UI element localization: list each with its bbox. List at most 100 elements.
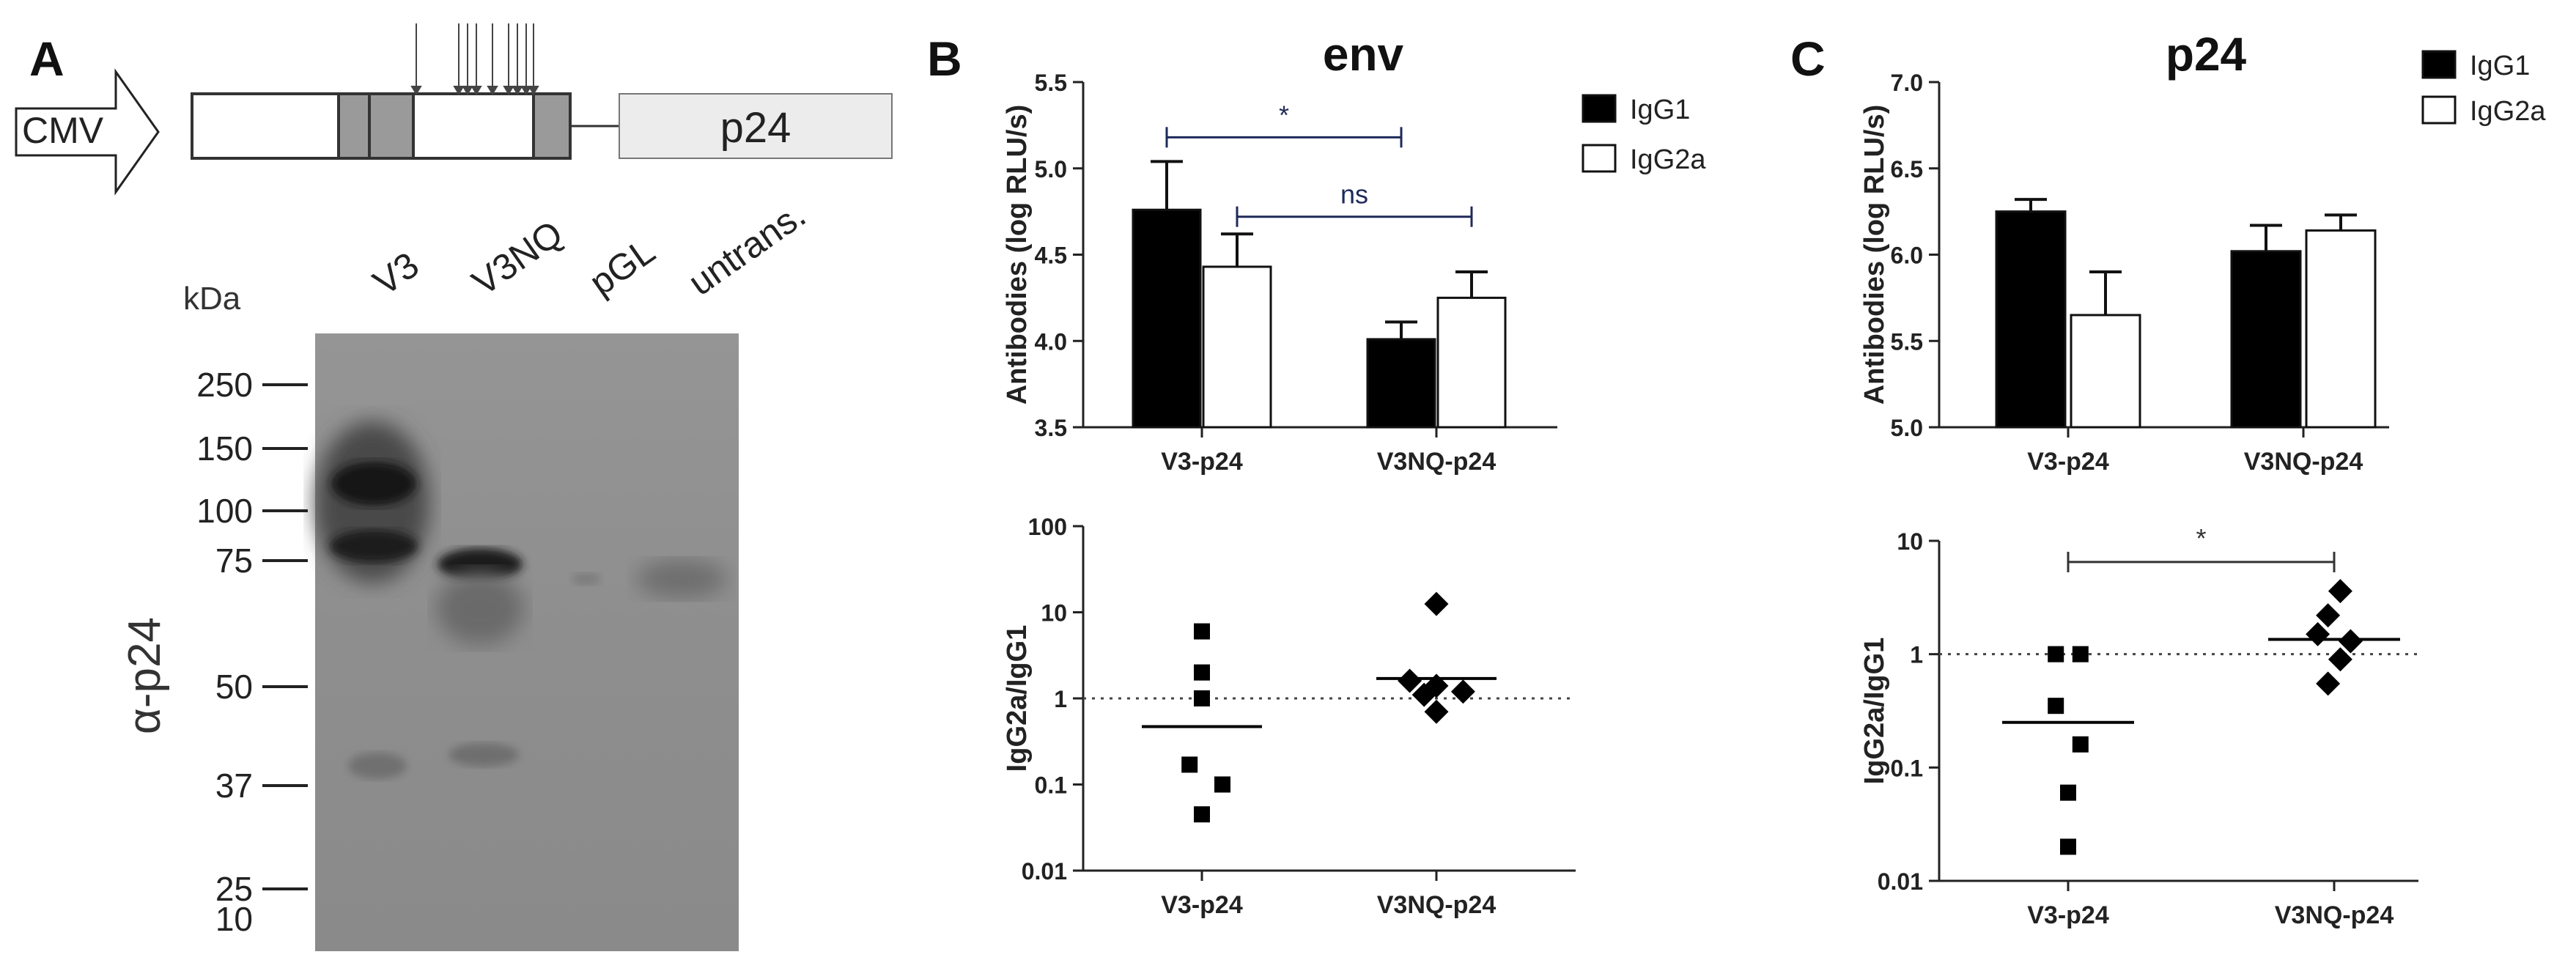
panel-label-a: A (29, 32, 64, 86)
marker-label-250: 250 (196, 366, 253, 404)
marker-label-10: 10 (215, 900, 253, 938)
chart-p24-bars: 5.0 5.5 6.0 6.5 7.0 V3-p24 V3NQ-p24 Antibodies … (1859, 28, 2546, 476)
bar-igg2a (2305, 229, 2377, 429)
y-tick-label: 1 (1910, 642, 1923, 668)
data-points (2002, 579, 2400, 855)
legend-label-igg1: IgG1 (1630, 95, 1690, 125)
y-tick-label: 0.01 (1022, 858, 1067, 885)
band-untrans (636, 560, 727, 598)
promoter-label: CMV (22, 110, 104, 151)
marker-label-37: 37 (215, 767, 253, 805)
x-tick-label: V3NQ-p24 (2275, 901, 2394, 929)
x-tick-label: V3NQ-p24 (1377, 448, 1496, 476)
legend-swatch-igg1 (1582, 94, 1617, 123)
y-tick-label: 10 (1041, 600, 1067, 627)
legend-label-igg2a: IgG2a (2470, 96, 2546, 127)
y-axis-title: IgG2a/IgG1 (1002, 625, 1033, 772)
y-tick-label: 0.1 (1035, 772, 1067, 799)
panel-label-c: C (1790, 32, 1826, 86)
y-axis-title: Antibodies (log RLU/s) (1002, 105, 1033, 405)
band-pgl (572, 573, 601, 585)
significance: * ns (1165, 100, 1473, 227)
point-square (1181, 756, 1198, 773)
point-diamond (1411, 682, 1436, 707)
y-tick-label: 4.0 (1035, 328, 1067, 355)
y-tick-label: 7.0 (1891, 70, 1923, 96)
point-diamond (2316, 671, 2341, 696)
point-square (1194, 664, 1210, 681)
chart-env-bars: 3.5 4.0 4.5 5.0 5.5 V3-p24 V3NQ-p24 Antibodies … (1002, 28, 1706, 476)
significance: * (2067, 523, 2336, 572)
panel-label-b: B (927, 32, 962, 86)
env-domain-2 (368, 92, 415, 160)
band-v3-low (348, 753, 407, 779)
point-diamond (1450, 679, 1475, 704)
marker-label-100: 100 (196, 492, 253, 530)
y-tick-label: 6.0 (1891, 243, 1923, 269)
point-square (2048, 698, 2064, 715)
point-diamond (1424, 699, 1449, 724)
x-tick-label: V3-p24 (1161, 891, 1243, 919)
bars (1995, 198, 2377, 429)
y-tick-label: 6.5 (1891, 156, 1923, 182)
y-tick-label: 0.1 (1891, 755, 1923, 781)
lane-label-untrans: untrans. (681, 194, 813, 304)
x-axis: V3-p24 V3NQ-p24 (1939, 879, 2418, 929)
lane-labels: V3 V3NQ pGL untrans. (366, 194, 813, 304)
point-square (2048, 646, 2064, 662)
point-diamond (2306, 621, 2330, 646)
x-tick-label: V3-p24 (1161, 448, 1243, 476)
chart-title: p24 (2166, 28, 2247, 81)
marker-label-25: 25 (215, 870, 253, 908)
point-square (2060, 784, 2076, 801)
legend: IgG1 IgG2a (1582, 94, 1706, 175)
point-square (1194, 623, 1210, 640)
legend-swatch-igg1 (2421, 50, 2457, 79)
kda-label: kDa (183, 281, 241, 317)
point-diamond (1398, 668, 1422, 693)
point-square (2060, 838, 2076, 855)
mw-markers: 250 150 100 75 50 37 25 10 (196, 366, 308, 938)
band-v3nq-low (449, 743, 519, 767)
point-diamond (1424, 591, 1449, 616)
x-axis: V3-p24 V3NQ-p24 (1083, 869, 1576, 919)
legend: IgG1 IgG2a (2421, 50, 2546, 127)
chart-env-ratio: 0.01 0.1 1 10 100 V3-p24 V3NQ-p24 IgG2a/IgG1 (1002, 514, 1576, 919)
antibody-label: α-p24 (119, 617, 170, 734)
y-axis: 3.5 4.0 4.5 5.0 5.5 (1035, 70, 1085, 441)
point-square (2072, 736, 2089, 753)
y-axis-title: IgG2a/IgG1 (1859, 638, 1890, 785)
data-points (1142, 591, 1496, 823)
y-tick-label: 0.01 (1878, 868, 1923, 895)
point-diamond (2328, 647, 2352, 672)
env-domain-3 (532, 92, 572, 160)
y-axis: 5.0 5.5 6.0 6.5 7.0 (1891, 70, 1941, 441)
env-domain-1 (337, 92, 371, 160)
y-tick-label: 10 (1897, 528, 1923, 555)
bars (1132, 160, 1507, 429)
bar-igg2a (2070, 314, 2141, 429)
marker-label-75: 75 (215, 542, 253, 580)
bar-igg1 (2230, 250, 2302, 429)
y-tick-label: 5.0 (1891, 415, 1923, 441)
lane-label-v3nq: V3NQ (465, 213, 570, 303)
point-diamond (2338, 629, 2363, 654)
y-tick-label: 1 (1054, 686, 1067, 712)
y-tick-label: 100 (1028, 514, 1067, 540)
point-diamond (2328, 579, 2352, 604)
bar-igg1 (1132, 208, 1202, 429)
y-tick-label: 5.5 (1891, 328, 1923, 355)
point-square (2072, 646, 2089, 662)
point-square (1194, 806, 1210, 823)
x-tick-label: V3-p24 (2027, 448, 2109, 476)
x-tick-label: V3NQ-p24 (2244, 448, 2363, 476)
chart-title: env (1323, 28, 1404, 81)
cmv-arrow-icon (15, 68, 160, 196)
blot-bands (315, 421, 727, 779)
bar-igg2a (1202, 265, 1272, 429)
bar-igg1 (1995, 210, 2067, 429)
p24-box-label: p24 (720, 104, 791, 152)
y-tick-label: 5.5 (1035, 70, 1067, 96)
y-tick-label: 3.5 (1035, 415, 1067, 441)
band-v3-lower (330, 530, 418, 562)
